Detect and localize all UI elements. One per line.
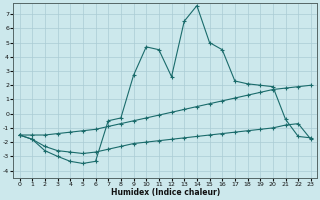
X-axis label: Humidex (Indice chaleur): Humidex (Indice chaleur)	[111, 188, 220, 197]
